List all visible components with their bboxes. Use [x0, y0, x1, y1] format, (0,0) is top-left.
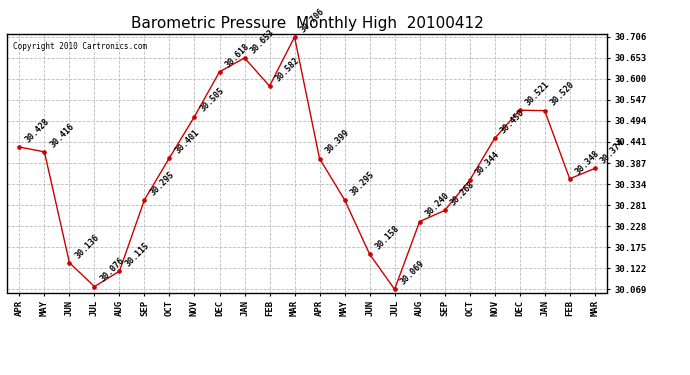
Text: 30.416: 30.416: [48, 122, 76, 149]
Text: 30.706: 30.706: [299, 7, 326, 34]
Text: 30.399: 30.399: [324, 128, 351, 156]
Text: 30.115: 30.115: [124, 241, 151, 268]
Text: 30.582: 30.582: [274, 56, 302, 83]
Text: 30.069: 30.069: [399, 259, 426, 286]
Text: 30.401: 30.401: [174, 128, 201, 155]
Text: Copyright 2010 Cartronics.com: Copyright 2010 Cartronics.com: [13, 42, 147, 51]
Text: 30.505: 30.505: [199, 86, 226, 114]
Text: 30.344: 30.344: [474, 150, 502, 178]
Text: 30.240: 30.240: [424, 191, 451, 219]
Text: 30.295: 30.295: [348, 170, 376, 197]
Text: 30.653: 30.653: [248, 28, 276, 55]
Text: 30.618: 30.618: [224, 41, 251, 69]
Text: 30.348: 30.348: [574, 148, 602, 176]
Text: 30.521: 30.521: [524, 80, 551, 108]
Text: 30.136: 30.136: [74, 232, 101, 260]
Text: 30.295: 30.295: [148, 170, 176, 197]
Text: 30.076: 30.076: [99, 256, 126, 284]
Text: 30.374: 30.374: [599, 138, 627, 166]
Text: 30.450: 30.450: [499, 108, 526, 136]
Text: 30.268: 30.268: [448, 180, 476, 208]
Title: Barometric Pressure  Monthly High  20100412: Barometric Pressure Monthly High 2010041…: [130, 16, 484, 31]
Text: 30.520: 30.520: [549, 80, 576, 108]
Text: 30.428: 30.428: [23, 117, 51, 144]
Text: 30.158: 30.158: [374, 224, 402, 251]
